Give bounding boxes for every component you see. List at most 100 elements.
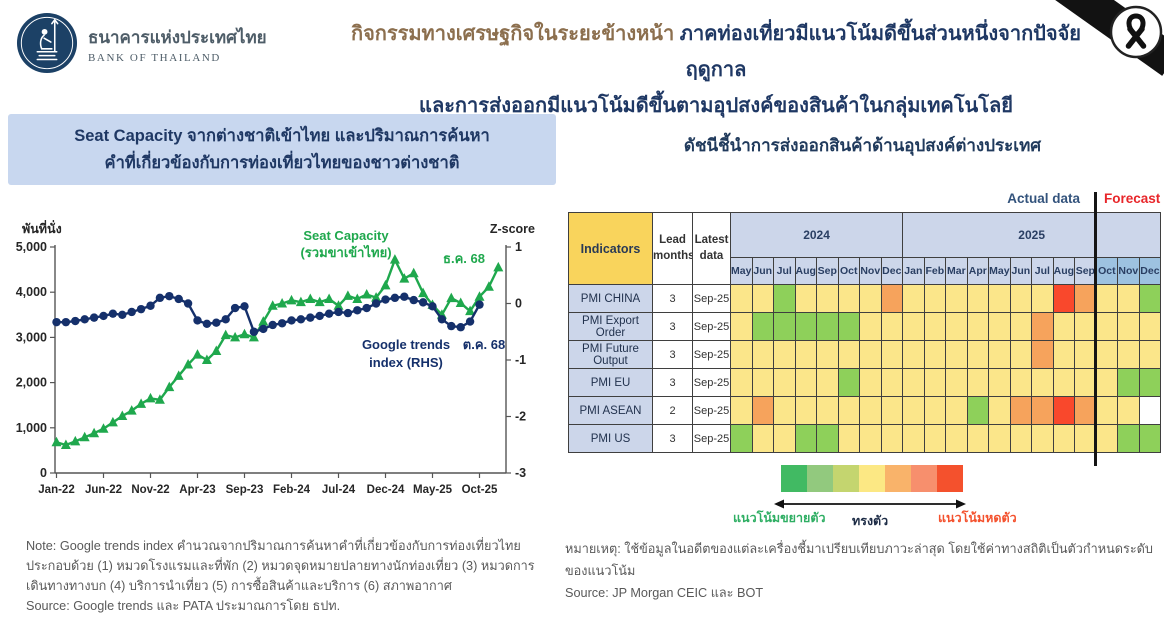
heatmap-cell <box>730 340 753 369</box>
heatmap-cell <box>988 284 1011 313</box>
svg-text:Sep-23: Sep-23 <box>226 484 264 496</box>
heatmap-cell <box>1138 340 1162 369</box>
svg-text:Feb-24: Feb-24 <box>273 484 311 496</box>
heatmap-cell <box>880 312 904 341</box>
heatmap-cell <box>902 424 925 453</box>
indicator-name: PMI ASEAN <box>568 396 653 425</box>
lead-months-value: 3 <box>652 368 693 397</box>
month-header: Jan <box>902 257 925 285</box>
heatmap-cell <box>880 284 904 313</box>
heatmap-cell <box>1138 284 1162 313</box>
heatmap-cell <box>837 368 860 397</box>
actual-data-label: Actual data <box>1007 191 1080 206</box>
lead-months-value: 3 <box>652 424 693 453</box>
heatmap-cell <box>751 340 774 369</box>
heatmap-cell <box>966 340 990 369</box>
month-header: May <box>988 257 1011 285</box>
month-header: Oct <box>837 257 860 285</box>
page-title-rest: ภาคท่องเที่ยวมีแนวโน้มดีขึ้นส่วนหนึ่งจาก… <box>674 23 1082 81</box>
month-header: Mar <box>945 257 968 285</box>
year-header-2025: 2025 <box>902 212 1162 258</box>
heatmap-cell <box>1138 312 1162 341</box>
svg-text:5,000: 5,000 <box>16 240 47 254</box>
heatmap-cell <box>794 424 817 453</box>
left-note-line1: Note: Google trends index คำนวณจากปริมาณ… <box>26 539 521 553</box>
heatmap-cell <box>794 340 817 369</box>
heatmap-cell <box>1052 396 1076 425</box>
pmi-table: Indicators Lead months Latest data 2024 2025… <box>568 212 1162 453</box>
month-header: Dec <box>1138 257 1162 285</box>
heatmap-cell <box>1138 396 1162 425</box>
year-header-2024: 2024 <box>729 212 904 258</box>
heatmap-cell <box>1031 284 1054 313</box>
heatmap-cell <box>859 312 882 341</box>
heatmap-cell <box>794 368 817 397</box>
heatmap-cell <box>966 424 990 453</box>
heatmap-cell <box>730 424 753 453</box>
right-note-line1: หมายเหตุ: ใช้ข้อมูลในอดีตของแต่ละเครื่อง… <box>565 542 1153 579</box>
heatmap-cell <box>1009 396 1033 425</box>
svg-text:Z-score: Z-score <box>490 222 535 236</box>
bot-name-english: BANK OF THAILAND <box>88 52 221 64</box>
heatmap-cell <box>923 284 947 313</box>
heatmap-cell <box>751 284 774 313</box>
month-header: Dec <box>880 257 904 285</box>
heatmap-cell <box>1074 396 1097 425</box>
heatmap-cell <box>880 396 904 425</box>
legend-swatch <box>937 465 963 492</box>
heatmap-cell <box>1117 312 1140 341</box>
svg-text:-2: -2 <box>515 410 526 424</box>
legend-label-stable: ทรงตัว <box>852 514 889 528</box>
heatmap-cell <box>859 396 882 425</box>
bot-logo-text: ธนาคารแห่งประเทศไทย BANK OF THAILAND <box>88 24 267 64</box>
heatmap-cell <box>1117 284 1140 313</box>
svg-text:Apr-23: Apr-23 <box>179 484 215 496</box>
right-note-line2: Source: JP Morgan CEIC และ BOT <box>565 586 764 601</box>
heatmap-cell <box>1095 312 1119 341</box>
legend-swatch <box>833 465 859 492</box>
heatmap-cell <box>730 368 753 397</box>
indicator-name: PMI Export Order <box>568 312 653 341</box>
heatmap-cell <box>966 284 990 313</box>
heatmap-cell <box>988 340 1011 369</box>
latest-data-value: Sep-25 <box>692 396 731 425</box>
heatmap-cell <box>859 284 882 313</box>
latest-data-value: Sep-25 <box>692 312 731 341</box>
heatmap-cell <box>1074 368 1097 397</box>
indicator-row: PMI Future Output 3 Sep-25 <box>568 340 1162 369</box>
month-header: Feb <box>923 257 947 285</box>
heatmap-cell <box>880 340 904 369</box>
svg-text:-1: -1 <box>515 353 526 367</box>
heatmap-cell <box>1117 424 1140 453</box>
heatmap-cell <box>988 368 1011 397</box>
heatmap-cell <box>923 424 947 453</box>
heatmap-cell <box>751 368 774 397</box>
left-chart-title: Seat Capacity จากต่างชาติเข้าไทย และปริม… <box>8 114 556 185</box>
heatmap-cell <box>837 284 860 313</box>
heatmap-cell <box>1009 340 1033 369</box>
indicator-name: PMI US <box>568 424 653 453</box>
month-header: Aug <box>1052 257 1076 285</box>
heatmap-cell <box>816 368 839 397</box>
indicator-name: PMI Future Output <box>568 340 653 369</box>
bot-logo-icon <box>16 12 78 74</box>
heatmap-cell <box>945 312 968 341</box>
svg-text:Jan-22: Jan-22 <box>38 484 74 496</box>
indicator-row: PMI US 3 Sep-25 <box>568 424 1162 453</box>
heatmap-cell <box>794 284 817 313</box>
heatmap-cell <box>837 424 860 453</box>
heatmap-cell <box>988 312 1011 341</box>
svg-text:-3: -3 <box>515 466 526 480</box>
heatmap-cell <box>988 396 1011 425</box>
month-header: Aug <box>794 257 817 285</box>
heatmap-cell <box>880 368 904 397</box>
heatmap-cell <box>1095 284 1119 313</box>
legend-label-contracting: แนวโน้มหดตัว <box>938 511 1017 525</box>
heatmap-cell <box>837 340 860 369</box>
svg-text:ธ.ค. 68: ธ.ค. 68 <box>443 251 485 266</box>
heatmap-cell <box>923 396 947 425</box>
month-header: May <box>730 257 753 285</box>
heatmap-cell <box>1074 312 1097 341</box>
heatmap-cell <box>902 340 925 369</box>
